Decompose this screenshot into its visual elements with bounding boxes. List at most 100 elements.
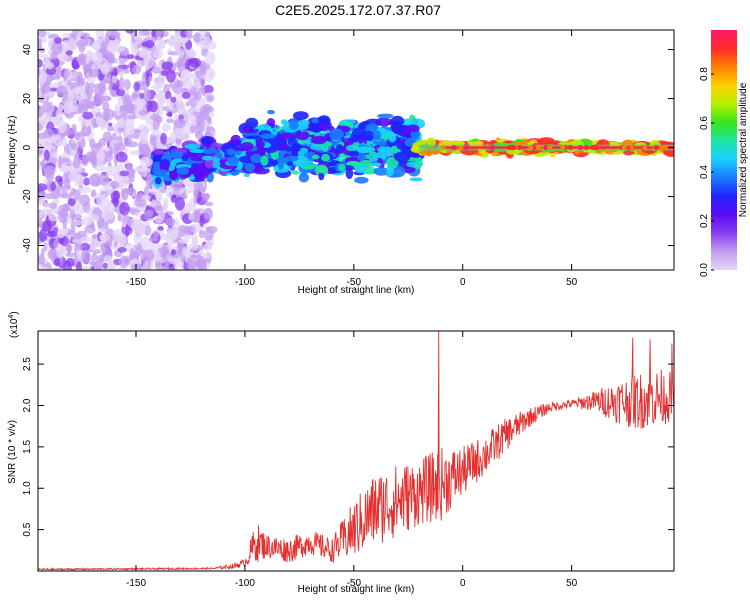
colorbar-gradient [711, 30, 737, 270]
heatmap-cell [204, 31, 211, 38]
colorbar: 0.0 0.2 0.4 0.6 0.8 Normalized spectral ampl… [699, 30, 749, 277]
heatmap-cell [125, 224, 130, 238]
heatmap-cell [370, 162, 382, 167]
heatmap-cell [41, 158, 46, 170]
heatmap-cell [132, 64, 142, 75]
heatmap-cell [70, 213, 83, 220]
heatmap-cell [154, 190, 163, 201]
x-tick-label: 50 [566, 578, 578, 589]
heatmap-cell [154, 216, 164, 224]
heatmap-cell [75, 40, 86, 48]
heatmap-cell [186, 257, 197, 270]
heatmap-cell [70, 142, 77, 150]
heatmap-cell [260, 133, 276, 139]
snr-panel: -150 -100 -50 0 50 0.5 1.0 1.5 2.0 2.5 Height of… [7, 311, 675, 595]
heatmap-cell [96, 216, 105, 228]
heatmap-cell [629, 145, 635, 151]
heatmap-cell [106, 126, 114, 132]
svg-text:(x104): (x104) [8, 311, 20, 338]
heatmap-cell [143, 185, 150, 197]
multiplier-close: ) [9, 311, 20, 314]
heatmap-cell [204, 251, 211, 259]
heatmap-cell [311, 118, 319, 124]
heatmap-cell [79, 194, 91, 207]
heatmap-cell [161, 249, 167, 260]
heatmap-cell [150, 113, 160, 122]
heatmap-cell [74, 219, 83, 226]
heatmap-cell [151, 135, 157, 143]
heatmap-cell [162, 264, 170, 270]
heatmap-cell [108, 122, 113, 127]
heatmap-cell [46, 180, 52, 191]
heatmap-cell [124, 117, 135, 127]
heatmap-cell [68, 198, 76, 207]
heatmap-cell [82, 154, 89, 167]
heatmap-cell [74, 131, 81, 141]
heatmap-cell [38, 132, 48, 140]
heatmap-cell [143, 88, 151, 102]
heatmap-cell [49, 248, 57, 259]
heatmap-cell [166, 112, 173, 117]
heatmap-cell [204, 201, 214, 207]
heatmap-cell [577, 145, 583, 151]
heatmap-cell [83, 177, 91, 186]
heatmap-cell [141, 194, 151, 201]
heatmap-cell [67, 171, 78, 182]
y-tick-label: 0.5 [22, 522, 33, 536]
heatmap-cell [184, 245, 191, 257]
heatmap-cell [184, 30, 193, 38]
heatmap-cell [94, 162, 105, 168]
heatmap-cell [38, 58, 43, 68]
heatmap-cell [189, 57, 202, 68]
heatmap-cell [177, 133, 190, 140]
heatmap-cell [102, 262, 109, 269]
heatmap-cell [97, 174, 110, 186]
heatmap-cell [38, 123, 43, 132]
heatmap-cell [310, 135, 327, 145]
heatmap-cell [66, 184, 72, 190]
heatmap-cell [170, 180, 183, 191]
heatmap-cell [170, 172, 177, 180]
heatmap-cell [133, 82, 140, 92]
heatmap-cell [65, 50, 73, 56]
heatmap-cell [144, 249, 155, 262]
heatmap-cell [116, 118, 127, 128]
heatmap-cell [191, 232, 198, 245]
heatmap-cell [97, 151, 106, 160]
heatmap-cell [413, 163, 422, 170]
heatmap-cell [126, 54, 135, 60]
heatmap-cell [173, 255, 179, 270]
heatmap-cell [181, 91, 191, 100]
heatmap-cell [207, 40, 217, 50]
heatmap-cell [115, 58, 127, 66]
heatmap-cell [111, 74, 118, 84]
snr-series-line [38, 331, 674, 571]
heatmap-cell [67, 79, 72, 86]
heatmap-cell [91, 156, 98, 169]
heatmap-cell [138, 30, 151, 36]
heatmap-cell [200, 104, 209, 117]
heatmap-cell [458, 145, 464, 151]
heatmap-cell [543, 145, 549, 151]
heatmap-cell [156, 36, 163, 50]
heatmap-cell [189, 241, 199, 251]
heatmap-cell [201, 136, 213, 145]
heatmap-cell [138, 143, 150, 156]
heatmap-cell [38, 183, 48, 192]
y-tick-label: 20 [22, 93, 33, 105]
heatmap-cell [177, 48, 185, 58]
heatmap-cell [130, 43, 138, 53]
spectrogram-panel: -150 -100 -50 0 50 -40 -20 0 20 40 Height of str… [7, 29, 675, 296]
heatmap-cell [123, 68, 130, 74]
heatmap-cell [129, 149, 142, 156]
spectrogram-frame [37, 29, 675, 271]
heatmap-cell [55, 175, 63, 182]
heatmap-cell [57, 228, 66, 239]
heatmap-cell [57, 104, 64, 111]
heatmap-cell [158, 97, 164, 108]
heatmap-cell [153, 94, 162, 100]
heatmap-cell [244, 162, 255, 172]
heatmap-cell [506, 145, 512, 151]
heatmap-cell [250, 153, 263, 164]
heatmap-cell [144, 258, 154, 270]
